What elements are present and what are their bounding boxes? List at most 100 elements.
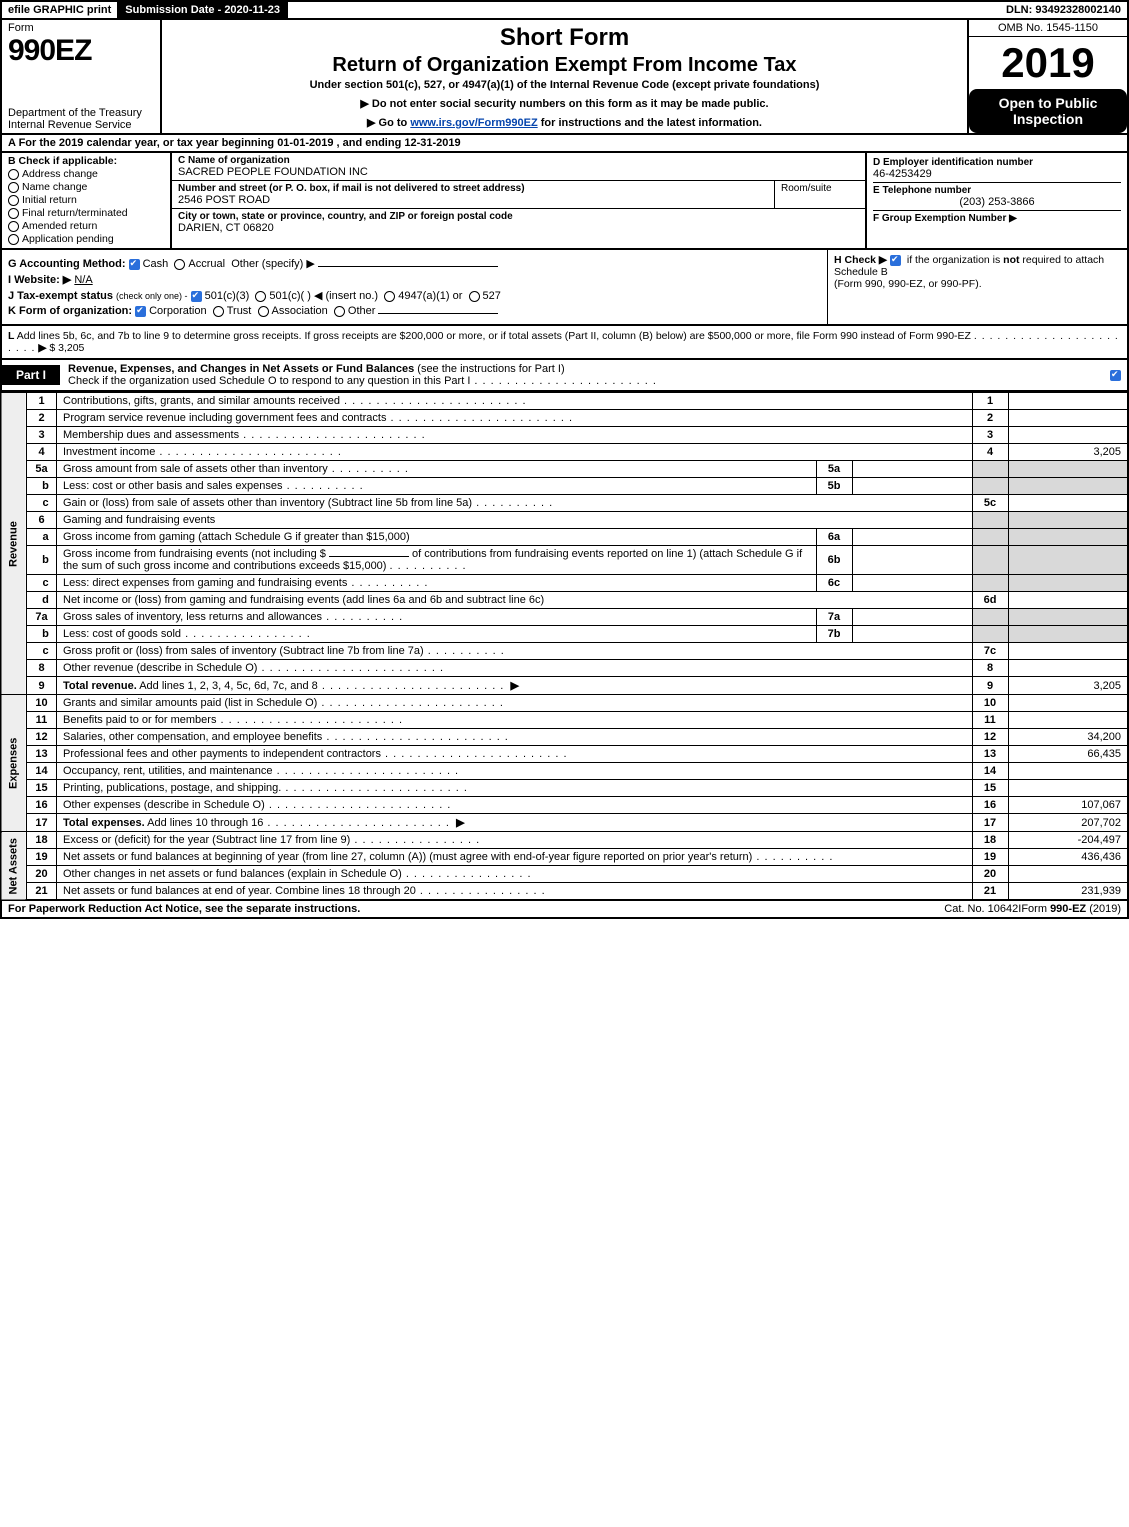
cb-initial-return[interactable]	[8, 195, 19, 206]
cb-accrual[interactable]	[174, 259, 185, 270]
result-num: 21	[972, 883, 1008, 901]
line-desc: Other revenue (describe in Schedule O)	[57, 660, 973, 677]
line-i: I Website: ▶ N/A	[8, 273, 821, 286]
result-val	[1008, 712, 1128, 729]
room-suite-label: Room/suite	[775, 181, 865, 208]
top-bar: efile GRAPHIC print Submission Date - 20…	[0, 0, 1129, 20]
l9-rest: Add lines 1, 2, 3, 4, 5c, 6d, 7c, and 8	[137, 680, 505, 692]
line-num: 15	[27, 780, 57, 797]
result-val: 3,205	[1008, 677, 1128, 695]
line-desc: Program service revenue including govern…	[57, 410, 973, 427]
part1-checkbox[interactable]	[1107, 369, 1127, 381]
cb-h-not-required[interactable]	[890, 255, 901, 266]
ein-label: D Employer identification number	[873, 157, 1121, 168]
cb-other[interactable]	[334, 306, 345, 317]
line-num: 16	[27, 797, 57, 814]
result-num: 4	[972, 444, 1008, 461]
cb-501c[interactable]	[255, 291, 266, 302]
part1-header: Part I Revenue, Expenses, and Changes in…	[0, 360, 1129, 392]
mid-num: 6a	[816, 529, 852, 546]
table-row: 9 Total revenue. Add lines 1, 2, 3, 4, 5…	[1, 677, 1128, 695]
result-val	[1008, 427, 1128, 444]
table-row: c Gain or (loss) from sale of assets oth…	[1, 495, 1128, 512]
cb-501c3[interactable]	[191, 291, 202, 302]
line-desc: Less: cost of goods sold	[57, 626, 817, 643]
result-val-shade	[1008, 575, 1128, 592]
footer-form-year: (2019)	[1086, 903, 1121, 915]
open-to-public: Open to Public Inspection	[969, 89, 1127, 133]
k-other: Other	[348, 305, 376, 317]
result-num-shade	[972, 529, 1008, 546]
footer-form-word: Form	[1021, 903, 1050, 915]
g-other: Other (specify) ▶	[231, 258, 315, 270]
l17-rest: Add lines 10 through 16	[145, 817, 450, 829]
part1-check-line: Check if the organization used Schedule …	[68, 375, 470, 387]
irs-link[interactable]: www.irs.gov/Form990EZ	[410, 117, 537, 129]
l6b-dots	[390, 560, 467, 572]
result-val: 107,067	[1008, 797, 1128, 814]
cb-label: Final return/terminated	[22, 207, 128, 219]
city-value: DARIEN, CT 06820	[178, 222, 859, 234]
cb-4947[interactable]	[384, 291, 395, 302]
line-desc: Occupancy, rent, utilities, and maintena…	[57, 763, 973, 780]
cb-trust[interactable]	[213, 306, 224, 317]
cb-address-change[interactable]	[8, 169, 19, 180]
result-num: 1	[972, 393, 1008, 410]
k-other-blank[interactable]	[378, 313, 498, 314]
line-desc: Gross profit or (loss) from sales of inv…	[57, 643, 973, 660]
line-g: G Accounting Method: Cash Accrual Other …	[8, 257, 821, 270]
cb-527[interactable]	[469, 291, 480, 302]
revenue-section-label: Revenue	[1, 393, 27, 695]
result-num: 18	[972, 832, 1008, 849]
line-num: 1	[27, 393, 57, 410]
table-row: b Less: cost or other basis and sales ex…	[1, 478, 1128, 495]
mid-num: 5a	[816, 461, 852, 478]
line-num: 18	[27, 832, 57, 849]
h-text1: H Check ▶	[834, 254, 887, 266]
line-num: 5a	[27, 461, 57, 478]
table-row: b Less: cost of goods sold 7b	[1, 626, 1128, 643]
line-desc: Other expenses (describe in Schedule O)	[57, 797, 973, 814]
cb-amended-return[interactable]	[8, 221, 19, 232]
result-num: 8	[972, 660, 1008, 677]
cb-cash[interactable]	[129, 259, 140, 270]
result-num: 10	[972, 695, 1008, 712]
result-val	[1008, 393, 1128, 410]
cb-corporation[interactable]	[135, 306, 146, 317]
street-value: 2546 POST ROAD	[178, 194, 768, 206]
table-row: Revenue 1 Contributions, gifts, grants, …	[1, 393, 1128, 410]
line-desc: Professional fees and other payments to …	[57, 746, 973, 763]
header-right: OMB No. 1545-1150 2019 Open to Public In…	[967, 20, 1127, 133]
line-num: 4	[27, 444, 57, 461]
result-num: 5c	[972, 495, 1008, 512]
line-num: b	[27, 478, 57, 495]
result-num-shade	[972, 478, 1008, 495]
cb-name-change[interactable]	[8, 182, 19, 193]
cb-application-pending[interactable]	[8, 234, 19, 245]
result-num: 20	[972, 866, 1008, 883]
result-val	[1008, 763, 1128, 780]
line-num: 2	[27, 410, 57, 427]
cb-final-return[interactable]	[8, 208, 19, 219]
result-val: 34,200	[1008, 729, 1128, 746]
line-num: 20	[27, 866, 57, 883]
omb-number: OMB No. 1545-1150	[969, 20, 1127, 37]
table-row: Net Assets 18 Excess or (deficit) for th…	[1, 832, 1128, 849]
cb-label: Address change	[22, 168, 98, 180]
i-value: N/A	[74, 274, 92, 286]
footer-paperwork: For Paperwork Reduction Act Notice, see …	[8, 903, 944, 915]
line-desc: Gaming and fundraising events	[57, 512, 973, 529]
org-name-value: SACRED PEOPLE FOUNDATION INC	[178, 166, 859, 178]
l6b-blank[interactable]	[329, 556, 409, 557]
i-label: I Website: ▶	[8, 274, 71, 286]
cb-association[interactable]	[258, 306, 269, 317]
result-val	[1008, 495, 1128, 512]
line-desc: Excess or (deficit) for the year (Subtra…	[57, 832, 973, 849]
result-num-shade	[972, 575, 1008, 592]
box-h: H Check ▶ if the organization is not req…	[827, 250, 1127, 324]
line-desc: Printing, publications, postage, and shi…	[57, 780, 973, 797]
g-other-blank[interactable]	[318, 266, 498, 267]
submission-date: Submission Date - 2020-11-23	[119, 2, 288, 18]
result-num-shade	[972, 546, 1008, 575]
dln: DLN: 93492328002140	[1000, 2, 1127, 18]
